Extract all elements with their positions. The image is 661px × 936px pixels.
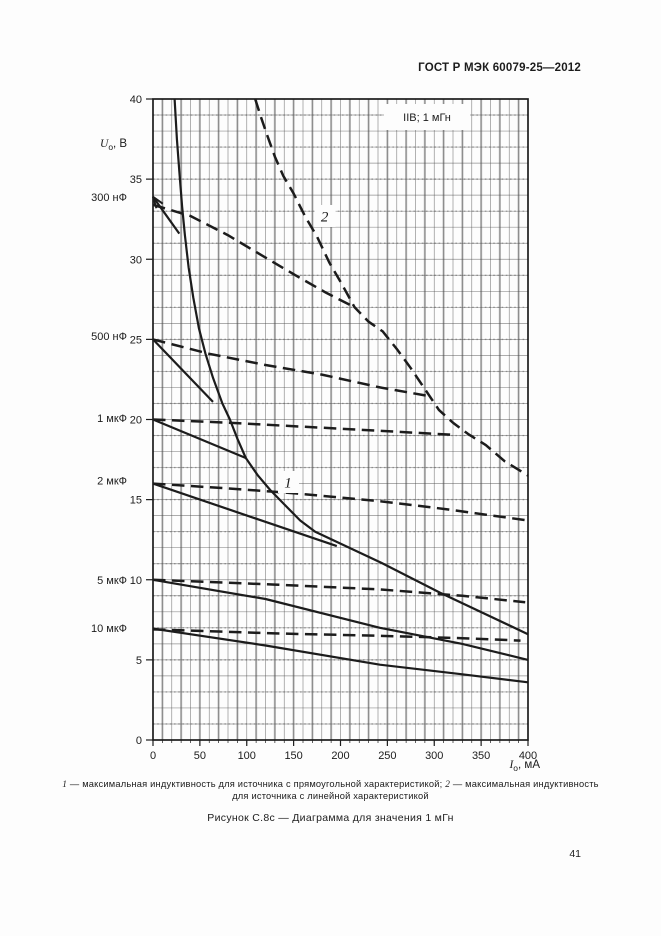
capacitance-label: 10 мкФ <box>91 623 127 635</box>
x-tick-label: 50 <box>194 750 206 762</box>
series-300nF-linear <box>152 203 356 309</box>
series-2uF-linear <box>152 482 529 522</box>
y-tick-label: 30 <box>130 254 142 266</box>
legend-curve1-text: — максимальная индуктивность для источни… <box>67 779 446 789</box>
series-500nF-linear <box>152 338 427 397</box>
capacitance-label: 5 мкФ <box>97 575 127 587</box>
series-2uF-rectangular <box>152 482 338 548</box>
standard-header: ГОСТ Р МЭК 60079-25—2012 <box>418 62 581 74</box>
capacitance-labels: 300 нФ 500 нФ 1 мкФ 2 мкФ 5 мкФ 10 мкФ <box>91 192 127 635</box>
y-tick-label: 40 <box>130 94 142 106</box>
figure-caption: Рисунок С.8с — Диаграмма для значения 1 … <box>207 812 454 824</box>
series-300nF-rectangular <box>152 195 181 235</box>
curve-number: 2 <box>321 209 329 225</box>
series-500nF-rectangular <box>152 338 214 403</box>
x-axis: 0 50 100 150 200 250 300 350 400 <box>150 740 537 762</box>
x-tick-label: 200 <box>331 750 349 762</box>
y-tick-label: 20 <box>130 415 142 427</box>
x-tick-label: 0 <box>150 750 156 762</box>
figure-legend-line2: для источника с линейной характеристикой <box>232 791 429 801</box>
svg-text:Iо, мА: Iо, мА <box>508 759 540 773</box>
plot-grid-minor <box>153 99 528 740</box>
capacitance-label: 300 нФ <box>91 192 127 204</box>
chart-title-text: IIB; 1 мГн <box>403 112 451 124</box>
page-number: 41 <box>569 848 581 860</box>
x-axis-unit: Iо, мА <box>508 759 540 773</box>
y-tick-label: 10 <box>130 575 142 587</box>
arrowhead <box>152 195 164 205</box>
series-10uF-rectangular <box>152 627 529 684</box>
y-tick-label: 0 <box>136 735 142 747</box>
series-10uF-linear <box>152 628 521 642</box>
x-tick-label: 400 <box>519 750 537 762</box>
series-1uF-rectangular <box>152 418 247 460</box>
curve-number: 1 <box>284 475 292 491</box>
legend-curve2-text: — максимальная индуктивность <box>450 779 599 789</box>
capacitance-label: 1 мкФ <box>97 413 127 425</box>
x-tick-label: 350 <box>472 750 490 762</box>
y-axis-unit: Uо, В <box>100 138 127 152</box>
curve-label-1: 1 <box>278 470 299 493</box>
series-curve-2-max-inductance-linear-source <box>254 98 529 477</box>
curve-label-2: 2 <box>314 204 336 227</box>
x-tick-label: 100 <box>238 750 256 762</box>
x-tick-label: 300 <box>425 750 443 762</box>
series-5uF-rectangular <box>152 578 529 661</box>
legend-curve2-number: 2 <box>445 780 451 790</box>
y-tick-label: 5 <box>136 655 142 667</box>
svg-text:Uо, В: Uо, В <box>100 138 127 152</box>
series-5uF-linear <box>152 578 526 604</box>
x-tick-label: 250 <box>378 750 396 762</box>
y-tick-label: 25 <box>130 334 142 346</box>
y-axis: 0 5 10 15 20 25 30 35 40 <box>130 94 153 747</box>
capacitance-label: 500 нФ <box>91 331 127 343</box>
series-curve-1-max-inductance-rectangular-source <box>173 98 529 636</box>
capacitance-label: 2 мкФ <box>97 475 127 487</box>
figure-legend-line1: 1 — максимальная индуктивность для источ… <box>30 779 631 791</box>
y-tick-label: 15 <box>130 495 142 507</box>
x-tick-label: 150 <box>284 750 302 762</box>
legend-curve1-number: 1 <box>62 780 68 790</box>
chart-title-box: IIB; 1 мГн <box>384 104 470 130</box>
series-1uF-linear <box>152 418 452 436</box>
y-tick-label: 35 <box>130 174 142 186</box>
